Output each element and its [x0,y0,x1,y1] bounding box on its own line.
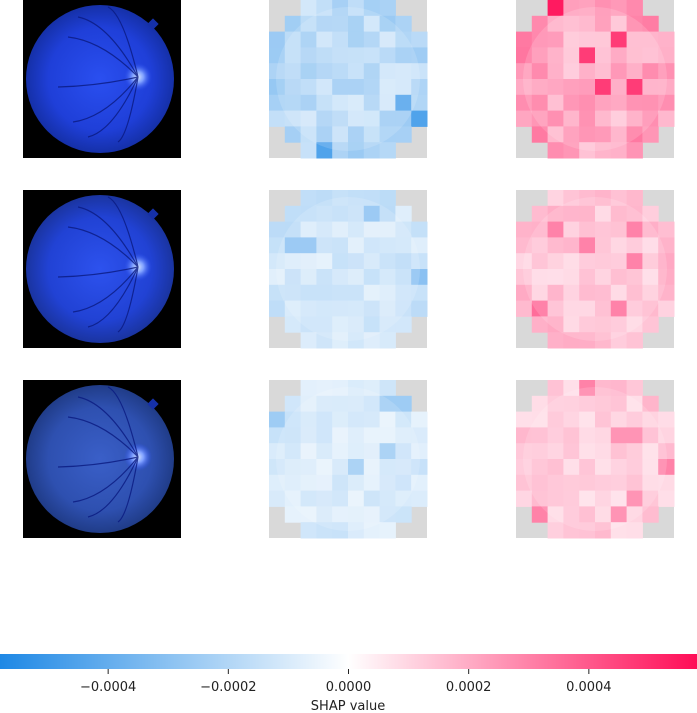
shap-cell [658,491,674,507]
shap-cell [516,301,532,317]
colorbar-gradient [0,654,697,669]
colorbar-tick-label: −0.0004 [80,680,136,695]
shap-cell [627,380,643,396]
shap-cell [301,190,317,206]
shap-map-class-2 [516,380,675,539]
shap-cell [411,32,427,48]
fundus-overlay [523,197,667,341]
shap-cell [548,522,564,538]
fundus-overlay [276,197,420,341]
shap-cell [411,301,427,317]
shap-cell [380,190,396,206]
colorbar-ticks: −0.0004 −0.0002 0.0000 0.0002 0.0004 [80,669,612,695]
shap-cell [411,111,427,127]
shap-cell [548,142,564,158]
shap-cell [301,332,317,348]
shap-cell [658,412,674,428]
shap-cell [548,380,564,396]
fundus-image [23,0,181,158]
shap-cell [516,412,532,428]
shap-cell [380,332,396,348]
shap-map-class-1 [269,190,428,349]
colorbar-tick-label: 0.0002 [446,680,492,695]
shap-cell [627,522,643,538]
shap-cell [269,491,285,507]
colorbar-label: SHAP value [311,699,385,713]
shap-cell [301,380,317,396]
shap-cell [548,0,564,16]
shap-map-class-2 [516,190,675,349]
fundus-overlay [276,7,420,151]
colorbar-tick-label: 0.0004 [566,680,612,695]
shap-cell [516,111,532,127]
shap-cell [627,190,643,206]
shap-cell [627,0,643,16]
shap-cell [269,32,285,48]
image-rows [23,0,675,539]
shap-cell [658,111,674,127]
row-sample-2 [23,190,675,349]
shap-cell [301,0,317,16]
shap-map-class-1 [269,0,428,159]
shap-cell [269,111,285,127]
shap-cell [411,222,427,238]
shap-map-class-1 [269,380,428,539]
shap-cell [516,32,532,48]
shap-cell [301,142,317,158]
shap-cell [269,412,285,428]
shap-cell [658,301,674,317]
shap-map-class-2 [516,0,675,159]
fundus-overlay [276,387,420,531]
shap-cell [380,142,396,158]
row-sample-3 [23,380,675,539]
shap-cell [627,142,643,158]
shap-cell [516,491,532,507]
fundus-image [23,190,181,348]
colorbar-tick-label: 0.0000 [326,680,372,695]
fundus-overlay [523,7,667,151]
fundus-image [23,380,181,538]
shap-cell [658,222,674,238]
shap-cell [548,190,564,206]
shap-cell [269,222,285,238]
shap-cell [380,380,396,396]
fundus-overlay [523,387,667,531]
shap-cell [516,222,532,238]
shap-cell [548,332,564,348]
shap-cell [380,522,396,538]
shap-cell [380,0,396,16]
shap-cell [301,522,317,538]
shap-cell [658,32,674,48]
colorbar-tick-label: −0.0002 [200,680,256,695]
colorbar: −0.0004 −0.0002 0.0000 0.0002 0.0004 SHAP va… [0,654,697,713]
shap-cell [411,412,427,428]
shap-cell [411,491,427,507]
row-sample-1 [23,0,675,159]
shap-cell [269,301,285,317]
shap-cell [627,332,643,348]
